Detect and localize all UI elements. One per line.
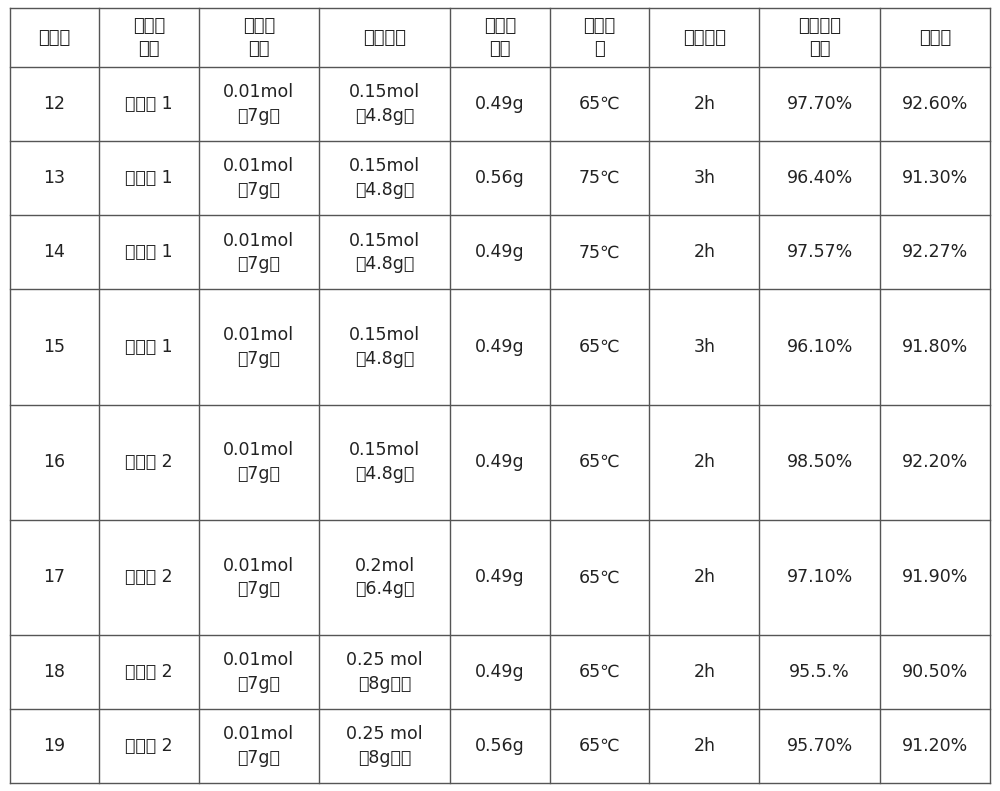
Text: 0.56g: 0.56g <box>475 737 525 755</box>
Text: 12: 12 <box>44 95 66 113</box>
Text: 0.15mol
（4.8g）: 0.15mol （4.8g） <box>349 83 420 125</box>
Text: 实施例 1: 实施例 1 <box>125 95 173 113</box>
Text: 实施例 2: 实施例 2 <box>125 453 173 471</box>
Text: 反应温
度: 反应温 度 <box>583 17 616 59</box>
Text: 19: 19 <box>43 737 66 755</box>
Text: 实施例: 实施例 <box>38 28 71 47</box>
Text: 0.49g: 0.49g <box>475 95 525 113</box>
Text: 0.49g: 0.49g <box>475 338 525 356</box>
Text: 90.50%: 90.50% <box>902 663 968 681</box>
Text: 91.20%: 91.20% <box>902 737 968 755</box>
Text: 96.40%: 96.40% <box>787 169 853 187</box>
Text: 0.01mol
（7g）: 0.01mol （7g） <box>223 326 294 368</box>
Text: 2h: 2h <box>693 453 715 471</box>
Text: 16: 16 <box>43 453 66 471</box>
Text: 回收率: 回收率 <box>919 28 951 47</box>
Text: 97.57%: 97.57% <box>787 244 853 261</box>
Text: 65℃: 65℃ <box>579 453 620 471</box>
Text: 0.49g: 0.49g <box>475 244 525 261</box>
Text: 0.15mol
（4.8g）: 0.15mol （4.8g） <box>349 232 420 273</box>
Text: 92.20%: 92.20% <box>902 453 968 471</box>
Text: 98.50%: 98.50% <box>787 453 853 471</box>
Text: 18: 18 <box>44 663 66 681</box>
Text: 17: 17 <box>44 569 66 586</box>
Text: 催化剂
来源: 催化剂 来源 <box>133 17 165 59</box>
Text: 15: 15 <box>44 338 66 356</box>
Text: 大豆油
含量: 大豆油 含量 <box>243 17 275 59</box>
Text: 3h: 3h <box>693 169 715 187</box>
Text: 2h: 2h <box>693 95 715 113</box>
Text: 实施例 2: 实施例 2 <box>125 737 173 755</box>
Text: 97.70%: 97.70% <box>787 95 853 113</box>
Text: 0.01mol
（7g）: 0.01mol （7g） <box>223 557 294 598</box>
Text: 3h: 3h <box>693 338 715 356</box>
Text: 0.01mol
（7g）: 0.01mol （7g） <box>223 725 294 766</box>
Text: 65℃: 65℃ <box>579 95 620 113</box>
Text: 0.49g: 0.49g <box>475 569 525 586</box>
Text: 0.01mol
（7g）: 0.01mol （7g） <box>223 232 294 273</box>
Text: 2h: 2h <box>693 663 715 681</box>
Text: 96.10%: 96.10% <box>786 338 853 356</box>
Text: 0.01mol
（7g）: 0.01mol （7g） <box>223 157 294 199</box>
Text: 0.01mol
（7g）: 0.01mol （7g） <box>223 83 294 125</box>
Text: 75℃: 75℃ <box>579 169 620 187</box>
Text: 0.01mol
（7g）: 0.01mol （7g） <box>223 441 294 483</box>
Text: 生物柴油
产率: 生物柴油 产率 <box>798 17 841 59</box>
Text: 0.15mol
（4.8g）: 0.15mol （4.8g） <box>349 441 420 483</box>
Text: 实施例 2: 实施例 2 <box>125 569 173 586</box>
Text: 65℃: 65℃ <box>579 338 620 356</box>
Text: 实施例 2: 实施例 2 <box>125 663 173 681</box>
Text: 0.01mol
（7g）: 0.01mol （7g） <box>223 651 294 693</box>
Text: 2h: 2h <box>693 737 715 755</box>
Text: 0.25 mol
（8g））: 0.25 mol （8g）） <box>346 725 423 766</box>
Text: 0.15mol
（4.8g）: 0.15mol （4.8g） <box>349 157 420 199</box>
Text: 13: 13 <box>44 169 66 187</box>
Text: 0.25 mol
（8g））: 0.25 mol （8g）） <box>346 651 423 693</box>
Text: 92.60%: 92.60% <box>902 95 968 113</box>
Text: 0.49g: 0.49g <box>475 663 525 681</box>
Text: 0.56g: 0.56g <box>475 169 525 187</box>
Text: 催化剂
含量: 催化剂 含量 <box>484 17 516 59</box>
Text: 2h: 2h <box>693 244 715 261</box>
Text: 91.30%: 91.30% <box>902 169 968 187</box>
Text: 75℃: 75℃ <box>579 244 620 261</box>
Text: 65℃: 65℃ <box>579 569 620 586</box>
Text: 95.70%: 95.70% <box>787 737 853 755</box>
Text: 14: 14 <box>44 244 65 261</box>
Text: 0.15mol
（4.8g）: 0.15mol （4.8g） <box>349 326 420 368</box>
Text: 2h: 2h <box>693 569 715 586</box>
Text: 反应时间: 反应时间 <box>683 28 726 47</box>
Text: 91.90%: 91.90% <box>902 569 968 586</box>
Text: 实施例 1: 实施例 1 <box>125 338 173 356</box>
Text: 实施例 1: 实施例 1 <box>125 169 173 187</box>
Text: 0.49g: 0.49g <box>475 453 525 471</box>
Text: 0.2mol
（6.4g）: 0.2mol （6.4g） <box>355 557 415 598</box>
Text: 甲醇含量: 甲醇含量 <box>363 28 406 47</box>
Text: 91.80%: 91.80% <box>902 338 968 356</box>
Text: 95.5.%: 95.5.% <box>789 663 850 681</box>
Text: 实施例 1: 实施例 1 <box>125 244 173 261</box>
Text: 97.10%: 97.10% <box>787 569 853 586</box>
Text: 65℃: 65℃ <box>579 737 620 755</box>
Text: 65℃: 65℃ <box>579 663 620 681</box>
Text: 92.27%: 92.27% <box>902 244 968 261</box>
